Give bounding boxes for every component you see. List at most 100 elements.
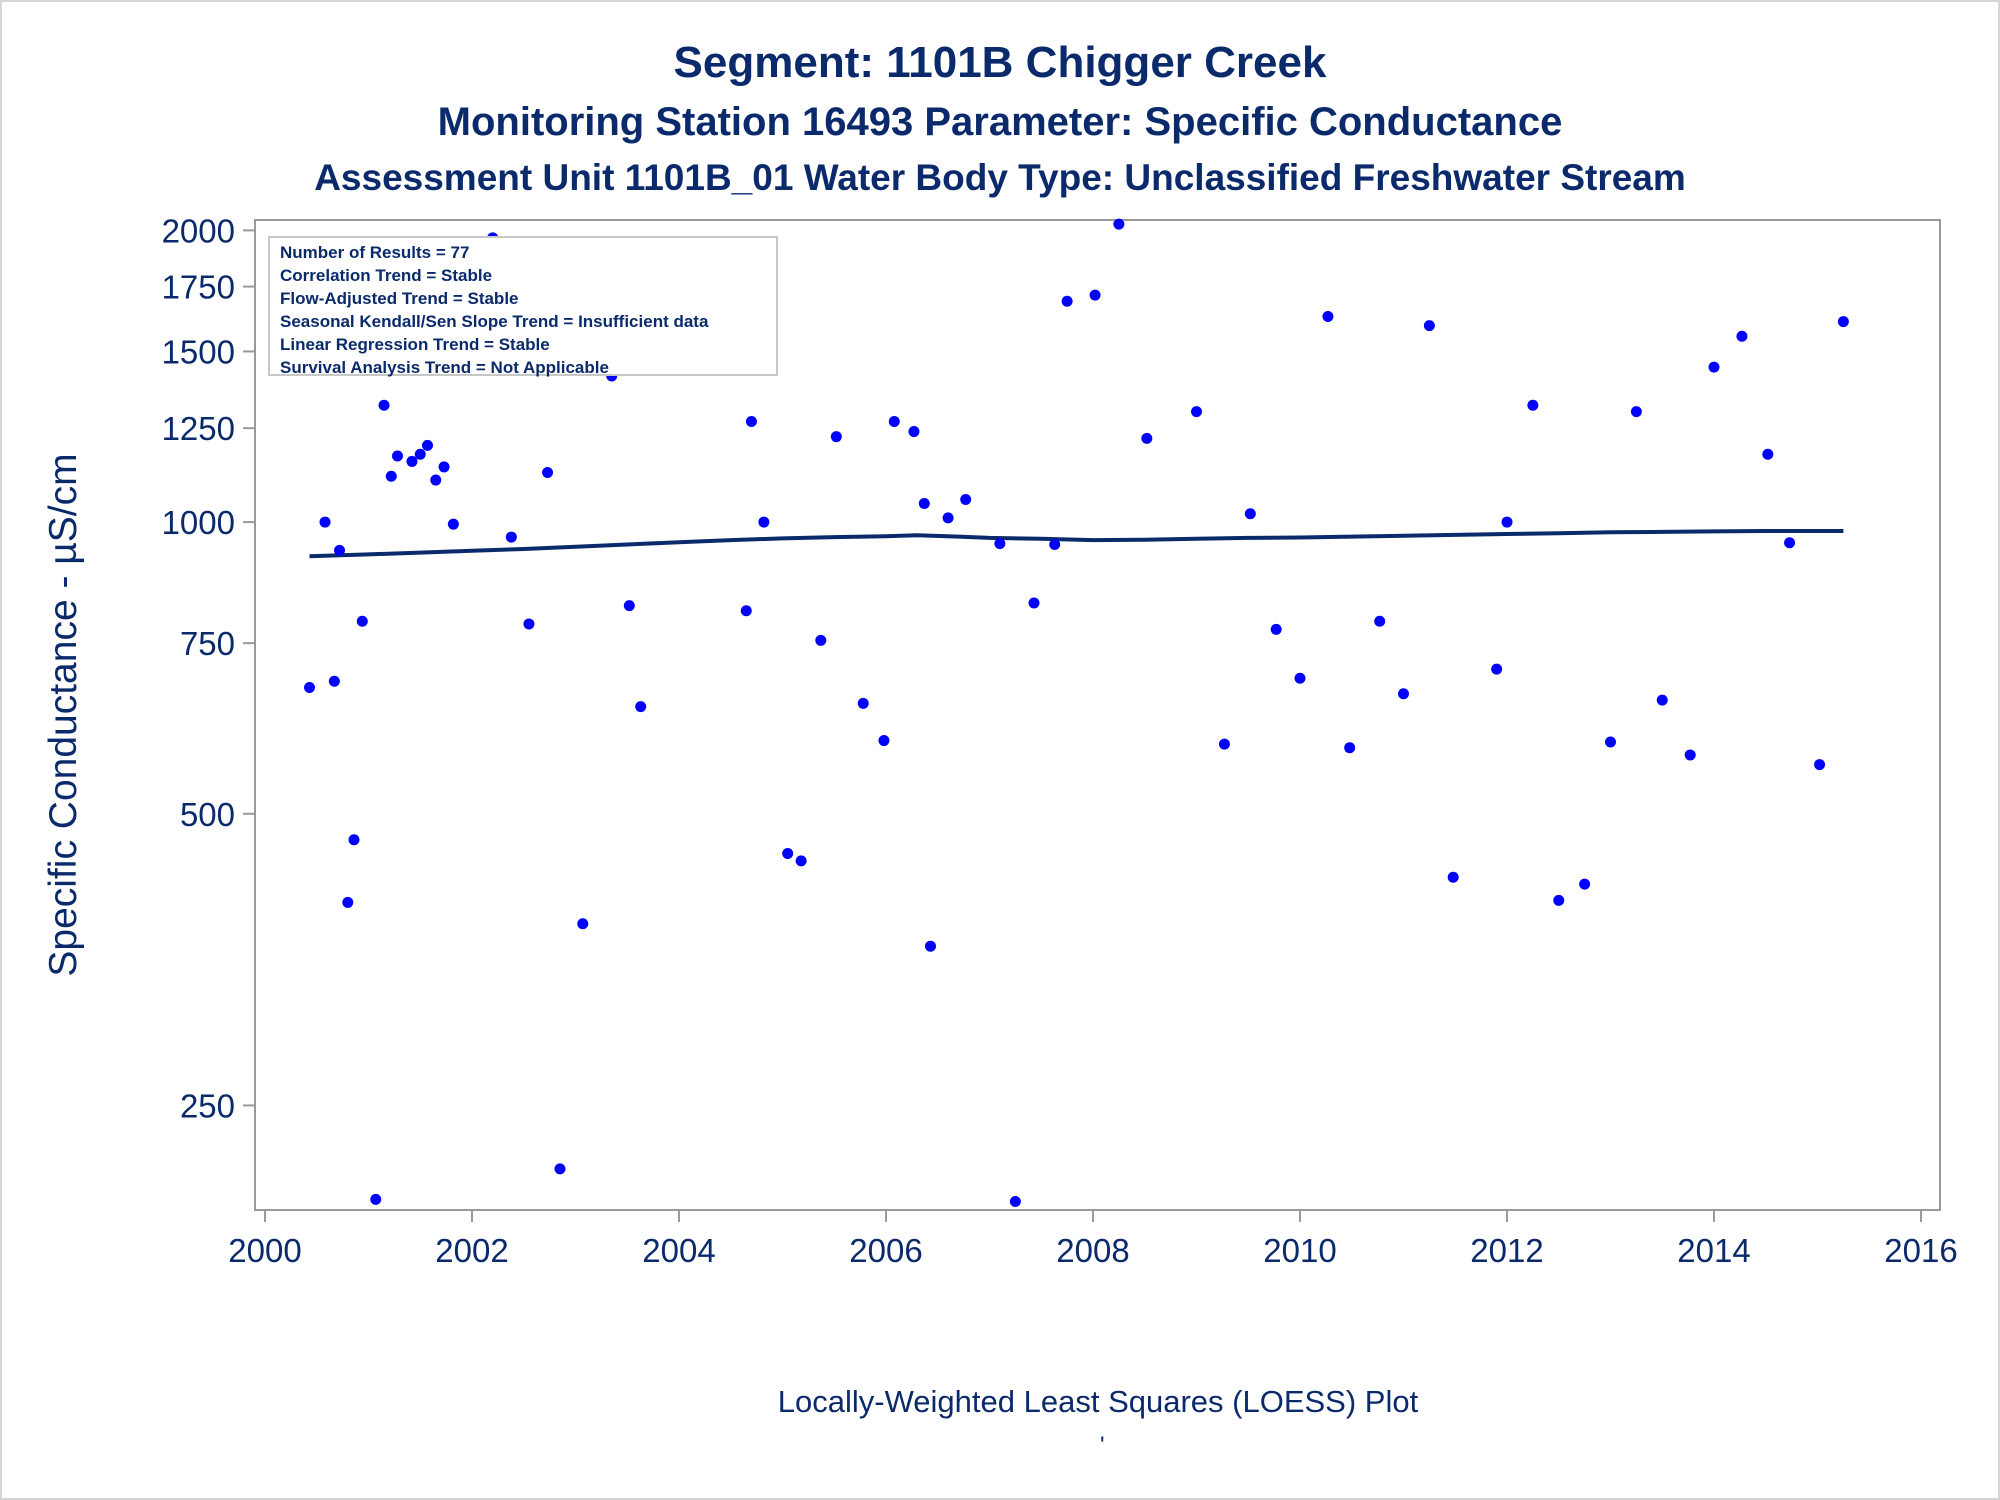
y-tick-label-1250: 1250 (162, 410, 235, 447)
data-point-4 (342, 896, 354, 908)
data-point-54 (1270, 623, 1282, 635)
data-point-42 (960, 494, 972, 506)
data-point-27 (635, 701, 647, 713)
data-point-12 (414, 448, 426, 460)
data-point-43 (994, 538, 1006, 550)
data-point-62 (1491, 663, 1503, 675)
data-point-73 (1762, 448, 1774, 460)
data-point-51 (1191, 406, 1202, 418)
data-point-44 (1009, 1195, 1021, 1207)
data-point-69 (1656, 694, 1668, 706)
x-tick-label-2006: 2006 (849, 1232, 922, 1269)
plot-area (254, 219, 1941, 1211)
stat-survival-analysis-trend: Survival Analysis Trend = Not Applicable (280, 358, 609, 377)
y-tick-label-2000: 2000 (162, 212, 235, 249)
data-point-6 (356, 615, 368, 627)
stat-seasonal-kendall-trend: Seasonal Kendall/Sen Slope Trend = Insuf… (280, 312, 709, 331)
data-point-30 (758, 516, 770, 528)
footnote: Locally-Weighted Least Squares (LOESS) P… (778, 1384, 1419, 1419)
data-point-33 (815, 634, 827, 646)
data-point-10 (391, 450, 403, 462)
data-point-22 (554, 1163, 566, 1175)
data-point-47 (1061, 295, 1073, 307)
chart-title: Segment: 1101B Chigger Creek (673, 38, 1327, 87)
data-point-13 (421, 439, 433, 451)
data-point-28 (740, 605, 752, 617)
x-tick-label-2002: 2002 (435, 1232, 508, 1269)
data-point-76 (1837, 316, 1849, 328)
data-point-37 (888, 415, 900, 427)
data-point-40 (925, 940, 937, 952)
data-point-0 (304, 681, 316, 693)
data-point-48 (1089, 289, 1101, 301)
data-point-55 (1294, 672, 1306, 684)
data-point-36 (878, 735, 890, 747)
data-point-32 (795, 855, 807, 867)
data-point-60 (1423, 320, 1435, 332)
data-point-52 (1218, 738, 1230, 750)
y-tick-label-250: 250 (180, 1087, 235, 1124)
data-point-31 (782, 847, 794, 859)
y-tick-label-1000: 1000 (162, 504, 235, 541)
data-point-61 (1447, 871, 1459, 883)
data-point-2 (328, 675, 340, 687)
x-tick-label-2008: 2008 (1056, 1232, 1129, 1269)
footnote-mark: ' (1100, 1432, 1105, 1459)
stat-correlation-trend: Correlation Trend = Stable (280, 266, 493, 285)
data-point-21 (542, 467, 554, 479)
data-point-39 (918, 498, 930, 510)
chart-subtitle-station: Monitoring Station 16493 Parameter: Spec… (437, 100, 1563, 144)
y-tick-label-1750: 1750 (162, 269, 235, 306)
data-point-14 (430, 474, 442, 486)
data-point-67 (1605, 736, 1616, 748)
data-point-65 (1527, 399, 1539, 411)
data-point-75 (1814, 759, 1826, 771)
data-point-8 (378, 399, 390, 411)
data-point-46 (1049, 539, 1061, 551)
x-axis: 2000 2002 2004 2006 2008 2010 2012 2014 2016 (228, 1210, 1958, 1269)
x-tick-label-2012: 2012 (1470, 1232, 1543, 1269)
data-point-70 (1684, 749, 1696, 761)
data-point-20 (523, 618, 535, 630)
data-point-1 (319, 516, 331, 528)
data-point-41 (942, 512, 954, 524)
loess-trend-line (309, 529, 1844, 559)
x-tick-label-2014: 2014 (1677, 1232, 1750, 1269)
data-point-7 (370, 1193, 382, 1205)
chart-subtitle-assessment: Assessment Unit 1101B_01 Water Body Type… (314, 157, 1686, 198)
data-point-16 (447, 518, 459, 530)
data-point-9 (385, 470, 397, 482)
data-point-50 (1141, 432, 1153, 444)
x-tick-label-2016: 2016 (1884, 1232, 1957, 1269)
data-point-34 (830, 431, 842, 443)
data-point-72 (1736, 330, 1748, 342)
data-point-49 (1113, 218, 1125, 230)
data-point-15 (438, 461, 450, 473)
data-point-57 (1344, 742, 1356, 754)
data-point-38 (908, 426, 920, 438)
data-point-5 (348, 834, 360, 846)
data-point-59 (1398, 688, 1409, 700)
x-tick-label-2000: 2000 (228, 1232, 301, 1269)
x-tick-label-2004: 2004 (642, 1232, 715, 1269)
y-tick-label-750: 750 (180, 625, 235, 662)
data-point-56 (1322, 310, 1334, 322)
data-point-74 (1784, 537, 1796, 549)
y-axis: 250 500 750 1000 1250 1500 1750 2000 (162, 212, 255, 1124)
data-point-66 (1579, 878, 1591, 890)
trend-statistics-box: Number of Results = 77 Correlation Trend… (268, 236, 778, 377)
data-point-64 (1553, 894, 1565, 906)
data-point-11 (406, 455, 418, 467)
data-point-68 (1630, 406, 1642, 418)
data-point-26 (623, 600, 635, 612)
data-point-63 (1501, 516, 1513, 528)
data-point-19 (505, 531, 517, 543)
data-point-71 (1708, 361, 1720, 373)
stat-number-of-results: Number of Results = 77 (280, 243, 470, 262)
data-point-29 (745, 415, 757, 427)
data-point-45 (1028, 597, 1040, 609)
data-points (304, 218, 1849, 1207)
data-point-35 (857, 697, 869, 709)
data-point-53 (1244, 508, 1256, 520)
